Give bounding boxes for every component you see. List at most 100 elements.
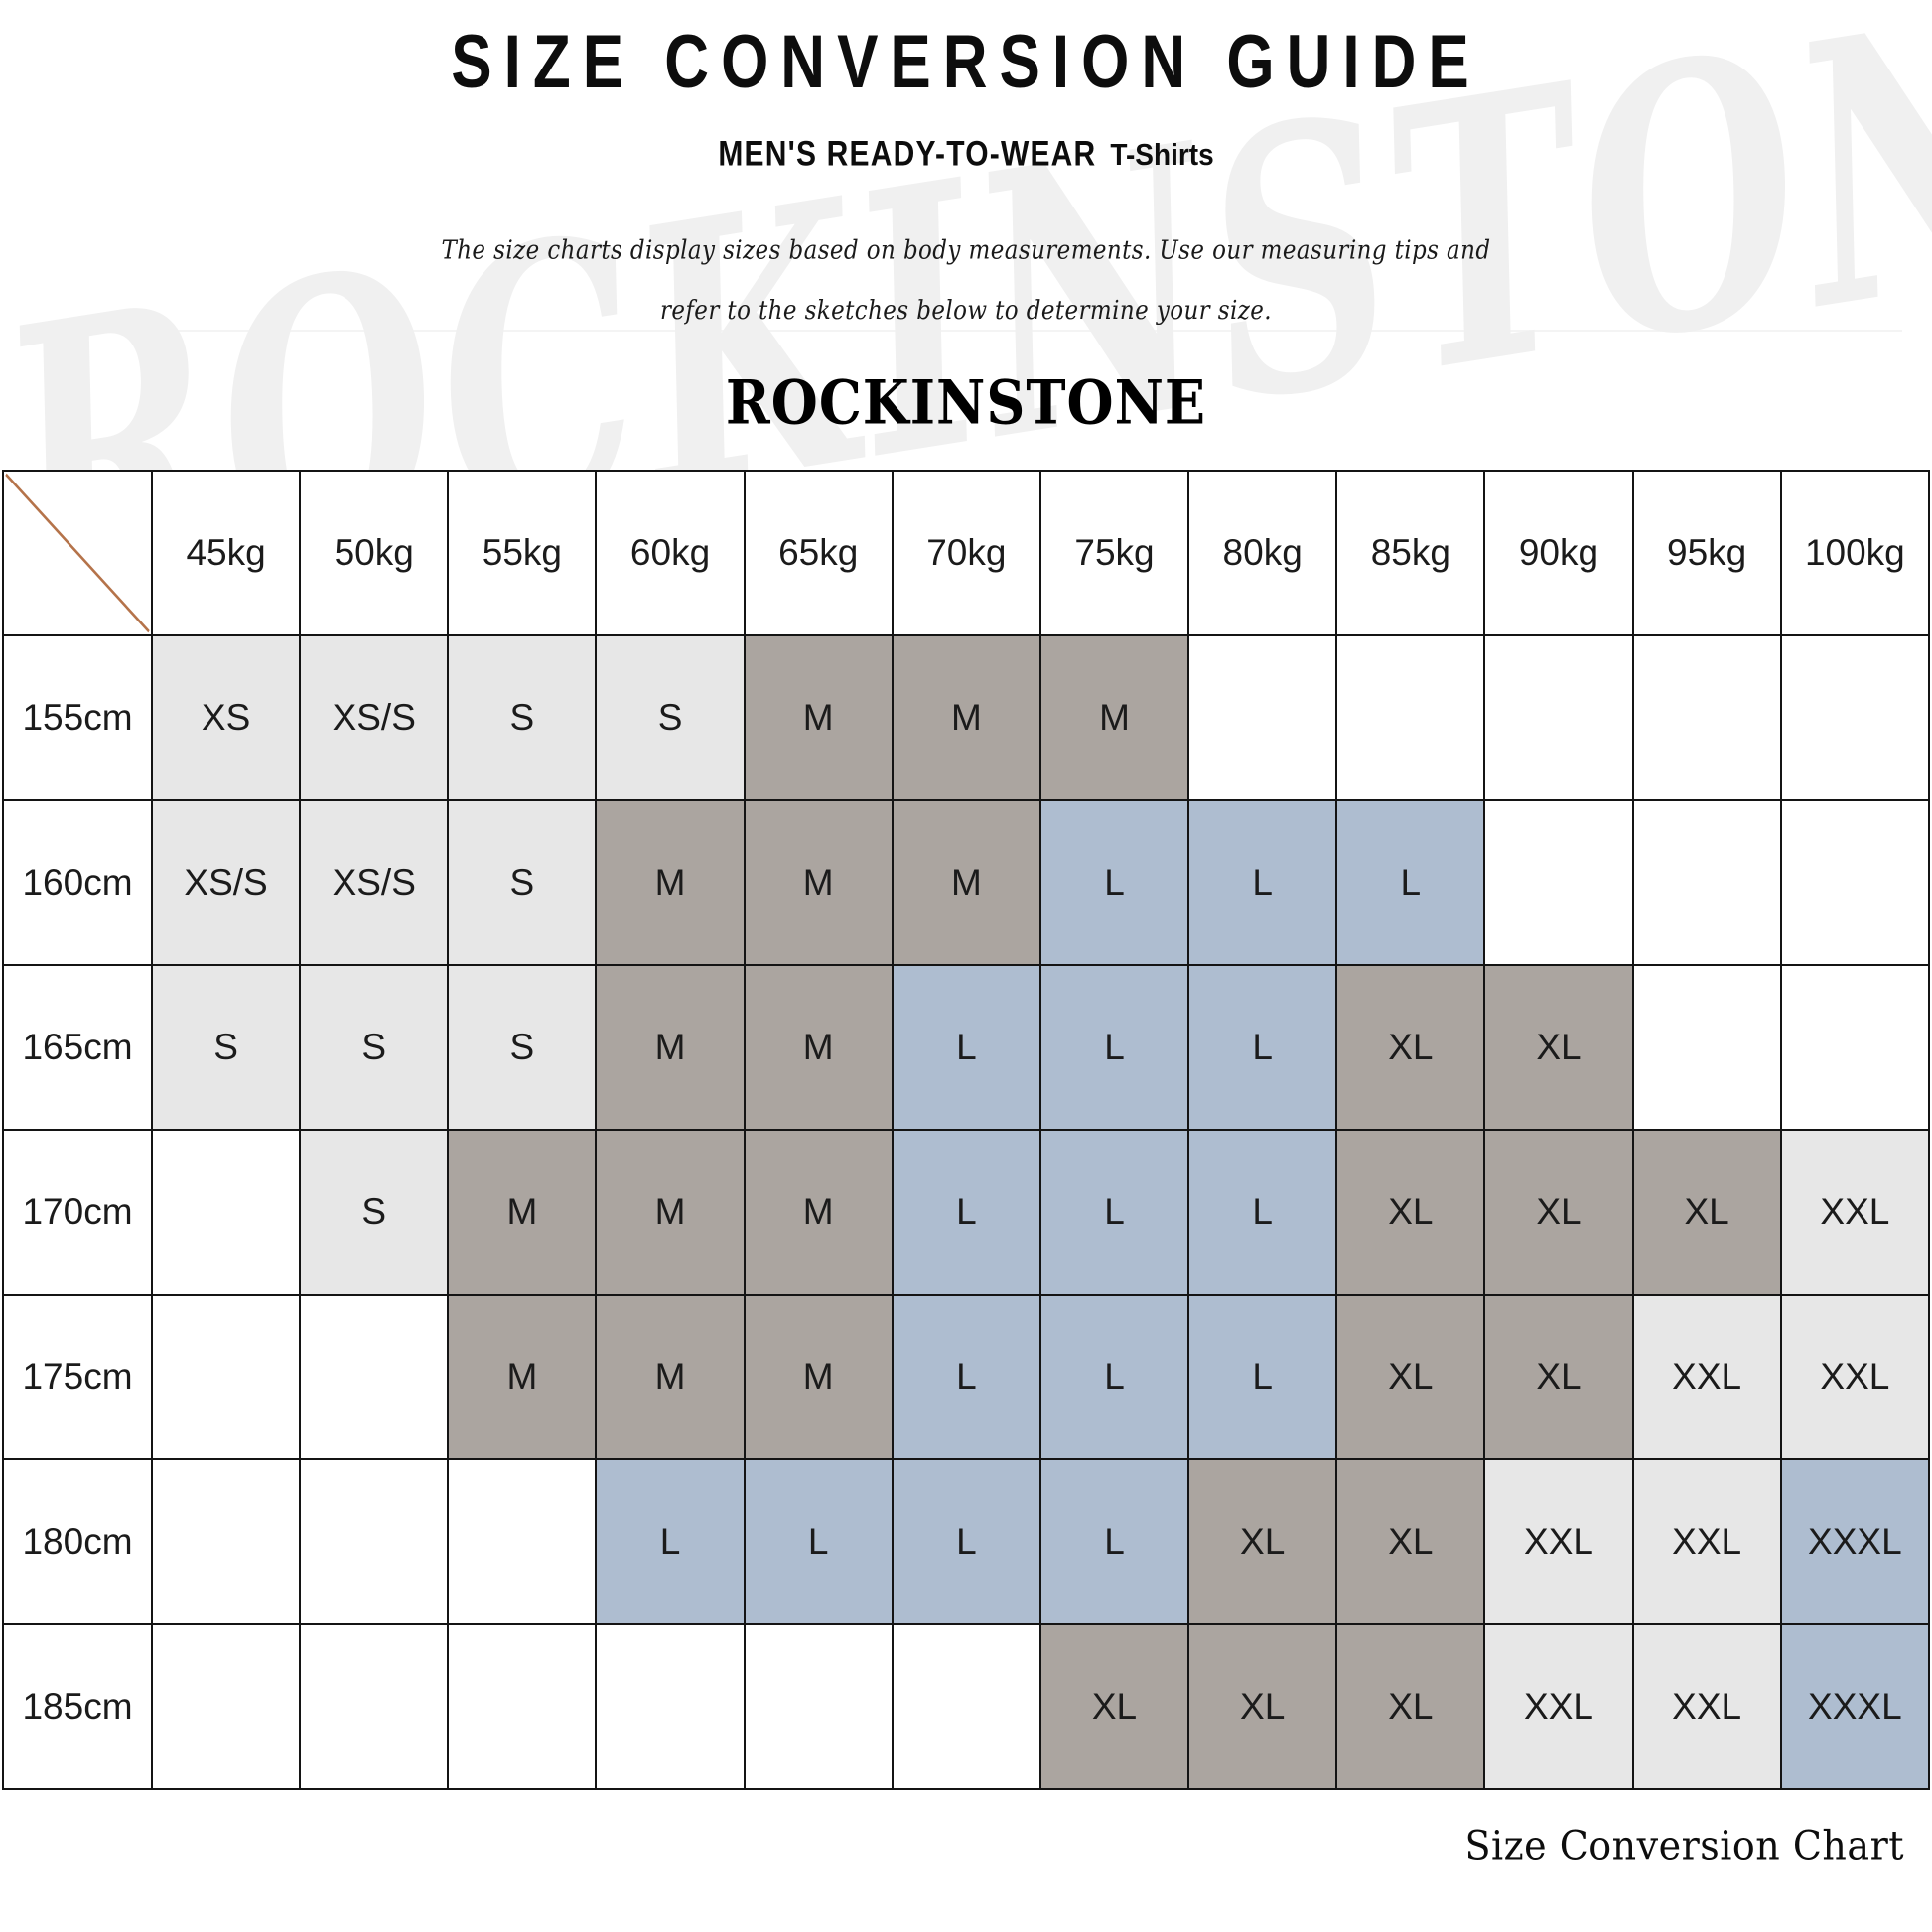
subtitle-category: MEN'S READY-TO-WEAR bbox=[718, 134, 1097, 174]
size-cell: M bbox=[891, 799, 1041, 967]
brand-name: ROCKINSTONE bbox=[725, 366, 1207, 438]
size-cell: XL bbox=[1187, 1458, 1338, 1626]
table-row: 155cm XS XS/S S S M M M bbox=[2, 634, 1931, 802]
size-cell: M bbox=[743, 1129, 894, 1297]
column-header-90kg: 90kg bbox=[1483, 470, 1634, 637]
empty-cell bbox=[1631, 964, 1782, 1132]
size-cell: XL bbox=[1335, 1458, 1486, 1626]
size-cell: XL bbox=[1483, 1129, 1634, 1297]
size-cell: XS/S bbox=[299, 799, 450, 967]
empty-cell bbox=[299, 1458, 450, 1626]
size-cell: S bbox=[447, 964, 598, 1132]
empty-cell bbox=[1779, 799, 1931, 967]
empty-cell bbox=[150, 1294, 302, 1461]
size-cell: L bbox=[891, 964, 1041, 1132]
size-cell: L bbox=[595, 1458, 746, 1626]
page-title: SIZE CONVERSION GUIDE bbox=[451, 20, 1481, 104]
column-header-100kg: 100kg bbox=[1779, 470, 1931, 637]
empty-cell bbox=[1631, 799, 1782, 967]
empty-cell bbox=[1483, 634, 1634, 802]
empty-cell bbox=[299, 1294, 450, 1461]
table-row: 170cm S M M M L L L XL XL XL XXL bbox=[2, 1129, 1931, 1297]
size-cell: L bbox=[1038, 1294, 1190, 1461]
size-cell: XL bbox=[1483, 1294, 1634, 1461]
size-cell: S bbox=[447, 799, 598, 967]
size-cell: XXL bbox=[1483, 1458, 1634, 1626]
size-cell: XL bbox=[1335, 1623, 1486, 1791]
empty-cell bbox=[891, 1623, 1041, 1791]
size-cell: L bbox=[891, 1294, 1041, 1461]
size-cell: M bbox=[595, 1129, 746, 1297]
size-cell: XL bbox=[1483, 964, 1634, 1132]
size-table-container: 45kg 50kg 55kg 60kg 65kg 70kg 75kg 80kg 85kg 90kg… bbox=[0, 470, 1932, 1791]
row-header-170cm: 170cm bbox=[2, 1129, 153, 1297]
size-cell: S bbox=[447, 634, 598, 802]
subtitle-product: T-Shirts bbox=[1110, 137, 1214, 172]
column-header-65kg: 65kg bbox=[743, 470, 894, 637]
empty-cell bbox=[299, 1623, 450, 1791]
table-row: 185cm XL XL XL XXL XXL XXXL bbox=[2, 1623, 1931, 1791]
size-cell: L bbox=[1038, 1458, 1190, 1626]
size-cell: M bbox=[447, 1129, 598, 1297]
column-header-55kg: 55kg bbox=[447, 470, 598, 637]
table-row: 165cm S S S M M L L L XL XL bbox=[2, 964, 1931, 1132]
column-header-80kg: 80kg bbox=[1187, 470, 1338, 637]
size-cell: L bbox=[1038, 1129, 1190, 1297]
size-cell: M bbox=[1038, 634, 1190, 802]
size-cell: S bbox=[150, 964, 302, 1132]
empty-cell bbox=[743, 1623, 894, 1791]
size-cell: L bbox=[1187, 1294, 1338, 1461]
empty-cell bbox=[1779, 634, 1931, 802]
size-conversion-table: 45kg 50kg 55kg 60kg 65kg 70kg 75kg 80kg 85kg 90kg… bbox=[2, 470, 1931, 1791]
size-cell: XS bbox=[150, 634, 302, 802]
empty-cell bbox=[1779, 964, 1931, 1132]
empty-cell bbox=[1187, 634, 1338, 802]
empty-cell bbox=[447, 1623, 598, 1791]
size-cell: XXL bbox=[1483, 1623, 1634, 1791]
size-cell: M bbox=[743, 964, 894, 1132]
size-cell: XL bbox=[1335, 1294, 1486, 1461]
size-cell: L bbox=[1038, 799, 1190, 967]
size-cell: XXL bbox=[1631, 1458, 1782, 1626]
empty-cell bbox=[1335, 634, 1486, 802]
column-header-45kg: 45kg bbox=[150, 470, 302, 637]
empty-cell bbox=[1631, 634, 1782, 802]
empty-cell bbox=[150, 1129, 302, 1297]
size-cell: S bbox=[299, 964, 450, 1132]
size-cell: M bbox=[743, 634, 894, 802]
table-row: 180cm L L L L XL XL XXL XXL XXXL bbox=[2, 1458, 1931, 1626]
size-cell: M bbox=[743, 1294, 894, 1461]
column-header-70kg: 70kg bbox=[891, 470, 1041, 637]
empty-cell bbox=[447, 1458, 598, 1626]
row-header-185cm: 185cm bbox=[2, 1623, 153, 1791]
size-cell: XXL bbox=[1631, 1623, 1782, 1791]
row-header-160cm: 160cm bbox=[2, 799, 153, 967]
empty-cell bbox=[150, 1623, 302, 1791]
size-cell: XS/S bbox=[299, 634, 450, 802]
size-cell: L bbox=[1187, 1129, 1338, 1297]
row-header-155cm: 155cm bbox=[2, 634, 153, 802]
column-header-85kg: 85kg bbox=[1335, 470, 1486, 637]
size-cell: M bbox=[595, 799, 746, 967]
column-header-75kg: 75kg bbox=[1038, 470, 1190, 637]
size-cell: S bbox=[299, 1129, 450, 1297]
column-header-60kg: 60kg bbox=[595, 470, 746, 637]
subtitle-row: MEN'S READY-TO-WEAR T-Shirts bbox=[0, 134, 1932, 174]
size-guide-page: SIZE CONVERSION GUIDE MEN'S READY-TO-WEA… bbox=[0, 20, 1932, 1868]
size-cell: XL bbox=[1335, 1129, 1486, 1297]
size-cell: M bbox=[891, 634, 1041, 802]
size-cell: M bbox=[447, 1294, 598, 1461]
table-row: 175cm M M M L L L XL XL XXL XXL bbox=[2, 1294, 1931, 1461]
size-cell: L bbox=[1335, 799, 1486, 967]
size-cell: S bbox=[595, 634, 746, 802]
size-cell: XXL bbox=[1779, 1294, 1931, 1461]
size-cell: XXL bbox=[1779, 1129, 1931, 1297]
size-cell: XXXL bbox=[1779, 1458, 1931, 1626]
table-body: 155cm XS XS/S S S M M M 160cm XS/S XS/S S M M M L L L 165c… bbox=[2, 634, 1931, 1791]
description-text: The size charts display sizes based on b… bbox=[441, 236, 1491, 326]
size-cell: L bbox=[891, 1458, 1041, 1626]
column-header-95kg: 95kg bbox=[1631, 470, 1782, 637]
row-header-180cm: 180cm bbox=[2, 1458, 153, 1626]
size-cell: L bbox=[891, 1129, 1041, 1297]
table-header-row: 45kg 50kg 55kg 60kg 65kg 70kg 75kg 80kg 85kg 90kg… bbox=[2, 470, 1931, 637]
